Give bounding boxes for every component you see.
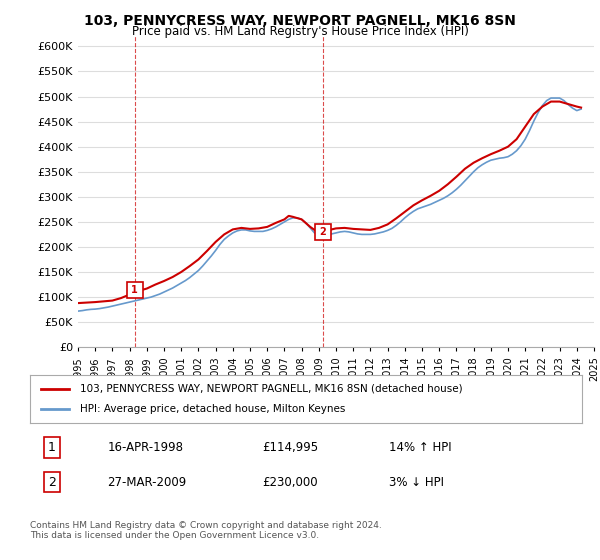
Text: Contains HM Land Registry data © Crown copyright and database right 2024.
This d: Contains HM Land Registry data © Crown c… <box>30 521 382 540</box>
Text: 103, PENNYCRESS WAY, NEWPORT PAGNELL, MK16 8SN (detached house): 103, PENNYCRESS WAY, NEWPORT PAGNELL, MK… <box>80 384 463 394</box>
Text: £114,995: £114,995 <box>262 441 318 454</box>
Text: HPI: Average price, detached house, Milton Keynes: HPI: Average price, detached house, Milt… <box>80 404 345 414</box>
Text: 3% ↓ HPI: 3% ↓ HPI <box>389 475 444 489</box>
Text: 2: 2 <box>48 475 56 489</box>
Text: 16-APR-1998: 16-APR-1998 <box>107 441 183 454</box>
Text: Price paid vs. HM Land Registry's House Price Index (HPI): Price paid vs. HM Land Registry's House … <box>131 25 469 38</box>
Text: 14% ↑ HPI: 14% ↑ HPI <box>389 441 451 454</box>
Text: £230,000: £230,000 <box>262 475 317 489</box>
Text: 2: 2 <box>319 227 326 237</box>
Text: 27-MAR-2009: 27-MAR-2009 <box>107 475 187 489</box>
Text: 1: 1 <box>131 284 138 295</box>
Text: 103, PENNYCRESS WAY, NEWPORT PAGNELL, MK16 8SN: 103, PENNYCRESS WAY, NEWPORT PAGNELL, MK… <box>84 14 516 28</box>
Text: 1: 1 <box>48 441 56 454</box>
